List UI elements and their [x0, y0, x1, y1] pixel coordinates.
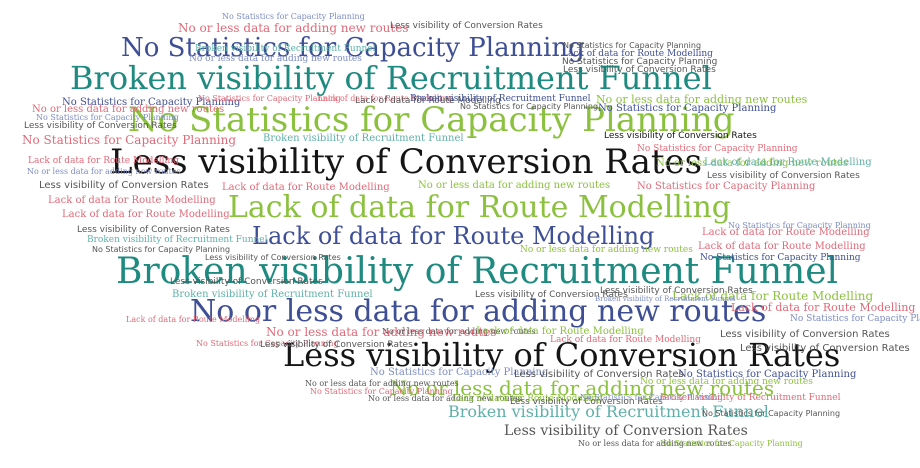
cloud-word-conversion: Less visibility of Conversion Rates	[740, 343, 910, 354]
cloud-word-route: Lack of data for Route Modelling	[702, 227, 870, 238]
cloud-word-conversion: Less visibility of Conversion Rates	[390, 21, 543, 31]
cloud-word-stats: No Statistics for Capacity Planning	[563, 41, 702, 50]
cloud-word-stats: No Statistics for Capacity Planning	[198, 94, 341, 103]
cloud-word-funnel: Broken visibility of Recruitment Funnel	[87, 235, 268, 245]
cloud-word-stats: No Statistics for Capacity Planning	[580, 393, 723, 402]
cloud-word-stats: No Statistics for Capacity Planning	[660, 439, 803, 448]
cloud-word-stats: No Statistics for Capacity Planning	[370, 367, 549, 378]
cloud-word-conversion: Less visibility of Conversion Rates	[205, 253, 341, 262]
cloud-word-funnel: Broken visibility of Recruitment Funnel	[595, 295, 736, 303]
cloud-word-conversion: Less visibility of Conversion Rates	[514, 369, 684, 380]
cloud-word-stats: No Statistics for Capacity Planning	[598, 103, 777, 114]
cloud-word-funnel: Broken visibility of Recruitment Funnel	[172, 289, 373, 300]
cloud-word-stats: No Statistics for Capacity Planning	[196, 339, 339, 348]
cloud-word-route: Lack of data for Route Modelling	[28, 156, 179, 166]
cloud-word-funnel: Broken visibility of Recruitment Funnel	[410, 94, 591, 104]
cloud-word-newroutes: No or less data for adding new routes	[640, 377, 813, 387]
cloud-word-conversion: Less visibility of Conversion Rates	[110, 142, 703, 182]
cloud-word-newroutes: No or less data for adding new routes	[382, 327, 536, 336]
cloud-word-route: Lack of data for Route Modelling	[228, 190, 731, 225]
cloud-word-newroutes: No or less data for adding new routes	[189, 54, 362, 64]
cloud-word-stats: No Statistics for Capacity Planning	[460, 102, 599, 111]
cloud-word-funnel: Broken visibility of Recruitment Funnel	[660, 393, 841, 403]
cloud-word-route: Lack of data for Route Modelling	[672, 289, 874, 303]
cloud-word-stats: No Statistics for Capacity Planning	[128, 100, 735, 140]
cloud-word-conversion: Less visibility of Conversion Rates	[77, 225, 230, 235]
cloud-word-newroutes: No or less data for adding new routes	[190, 294, 767, 329]
cloud-word-conversion: Less visibility of Conversion Rates	[39, 180, 209, 191]
cloud-word-newroutes: No or less data for adding new routes	[418, 180, 611, 191]
cloud-word-conversion: Less visibility of Conversion Rates	[170, 277, 323, 287]
cloud-word-stats: No Statistics for Capacity Planning	[637, 181, 816, 192]
cloud-word-newroutes: No or less data for adding new routes	[32, 104, 225, 115]
cloud-word-stats: No Statistics for Capacity Planning	[790, 314, 920, 324]
cloud-word-route: Lack of data for Route Modelling	[704, 157, 872, 168]
cloud-word-funnel: Broken visibility of Recruitment Funnel	[116, 251, 839, 292]
cloud-word-stats: No Statistics for Capacity Planning	[92, 245, 231, 254]
cloud-word-newroutes: No or less data for adding new routes	[390, 376, 775, 400]
cloud-word-conversion: Less visibility of Conversion Rates	[707, 171, 860, 181]
cloud-word-newroutes: No or less data for adding new routes	[368, 394, 522, 403]
cloud-word-conversion: Less visibility of Conversion Rates	[563, 65, 716, 75]
cloud-word-newroutes: No or less data for adding new routes	[178, 21, 409, 35]
cloud-word-stats: No Statistics for Capacity Planning	[678, 369, 857, 380]
cloud-word-funnel: Broken visibility of Recruitment Funnel	[70, 59, 712, 97]
cloud-word-conversion: Less visibility of Conversion Rates	[283, 336, 841, 374]
cloud-word-conversion: Less visibility of Conversion Rates	[600, 286, 753, 296]
cloud-word-stats: No Statistics for Capacity Planning	[22, 133, 237, 147]
cloud-word-route: Lack of data for Route Modelling	[476, 326, 644, 337]
cloud-word-stats: No Statistics for Capacity Planning	[36, 113, 179, 122]
cloud-word-stats: No Statistics for Capacity Planning	[121, 33, 585, 63]
cloud-word-stats: No Statistics for Capacity Planning	[637, 144, 798, 154]
cloud-word-newroutes: No or less data for adding new routes	[520, 245, 693, 255]
cloud-word-route: Lack of data for Route Modelling	[252, 222, 655, 250]
cloud-word-route: Lack of data for Route Modelling	[452, 394, 603, 404]
cloud-word-conversion: Less visibility of Conversion Rates	[604, 131, 757, 141]
cloud-word-route: Lack of data for Route Modelling	[318, 94, 453, 103]
cloud-word-newroutes: No or less data for adding new routes	[266, 325, 497, 339]
cloud-word-funnel: Broken visibility of Recruitment Funnel	[195, 44, 376, 54]
cloud-word-route: Lack of data for Route Modelling	[355, 96, 501, 106]
cloud-word-stats: No Statistics for Capacity Planning	[562, 57, 718, 67]
cloud-word-route: Lack of data for Route Modelling	[550, 335, 701, 345]
cloud-word-funnel: Broken visibility of Recruitment Funnel	[263, 133, 464, 144]
cloud-word-conversion: Less visibility of Conversion Rates	[504, 423, 748, 439]
cloud-word-stats: No Statistics for Capacity Planning	[728, 221, 871, 230]
cloud-word-newroutes: No or less data for adding new routes	[27, 167, 181, 176]
cloud-word-newroutes: No or less data for adding new routes	[578, 439, 732, 448]
cloud-word-conversion: Less visibility of Conversion Rates	[720, 329, 890, 340]
cloud-word-route: Lack of data for Route Modelling	[48, 195, 216, 206]
cloud-word-stats: No Statistics for Capacity Planning	[310, 387, 453, 396]
cloud-word-funnel: Broken visibility of Recruitment Funnel	[448, 402, 769, 421]
cloud-word-stats: No Statistics for Capacity Planning	[702, 409, 841, 418]
cloud-word-stats: No Statistics for Capacity Planning	[700, 253, 861, 263]
cloud-word-stats: No Statistics for Capacity Planning	[62, 97, 241, 108]
cloud-word-newroutes: No or less data for adding new routes	[656, 158, 849, 169]
cloud-word-newroutes: No or less data for adding new routes	[305, 379, 459, 388]
cloud-word-stats: No Statistics for Capacity Planning	[222, 12, 365, 21]
cloud-word-conversion: Less visibility of Conversion Rates	[510, 397, 663, 407]
cloud-word-conversion: Less visibility of Conversion Rates	[24, 121, 177, 131]
cloud-word-conversion: Less visibility of Conversion Rates	[260, 340, 413, 350]
cloud-word-route: Lack of data for Route Modelling	[62, 209, 230, 220]
cloud-word-newroutes: No or less data for adding new routes	[596, 93, 808, 106]
cloud-word-conversion: Less visibility of Conversion Rates	[475, 290, 628, 300]
cloud-word-route: Lack of data for Route Modelling	[731, 301, 916, 314]
cloud-word-route: Lack of data for Route Modelling	[562, 49, 713, 59]
cloud-word-route: Lack of data for Route Modelling	[222, 182, 390, 193]
cloud-word-route: Lack of data for Route Modelling	[126, 315, 261, 324]
cloud-word-route: Lack of data for Route Modelling	[698, 241, 866, 252]
